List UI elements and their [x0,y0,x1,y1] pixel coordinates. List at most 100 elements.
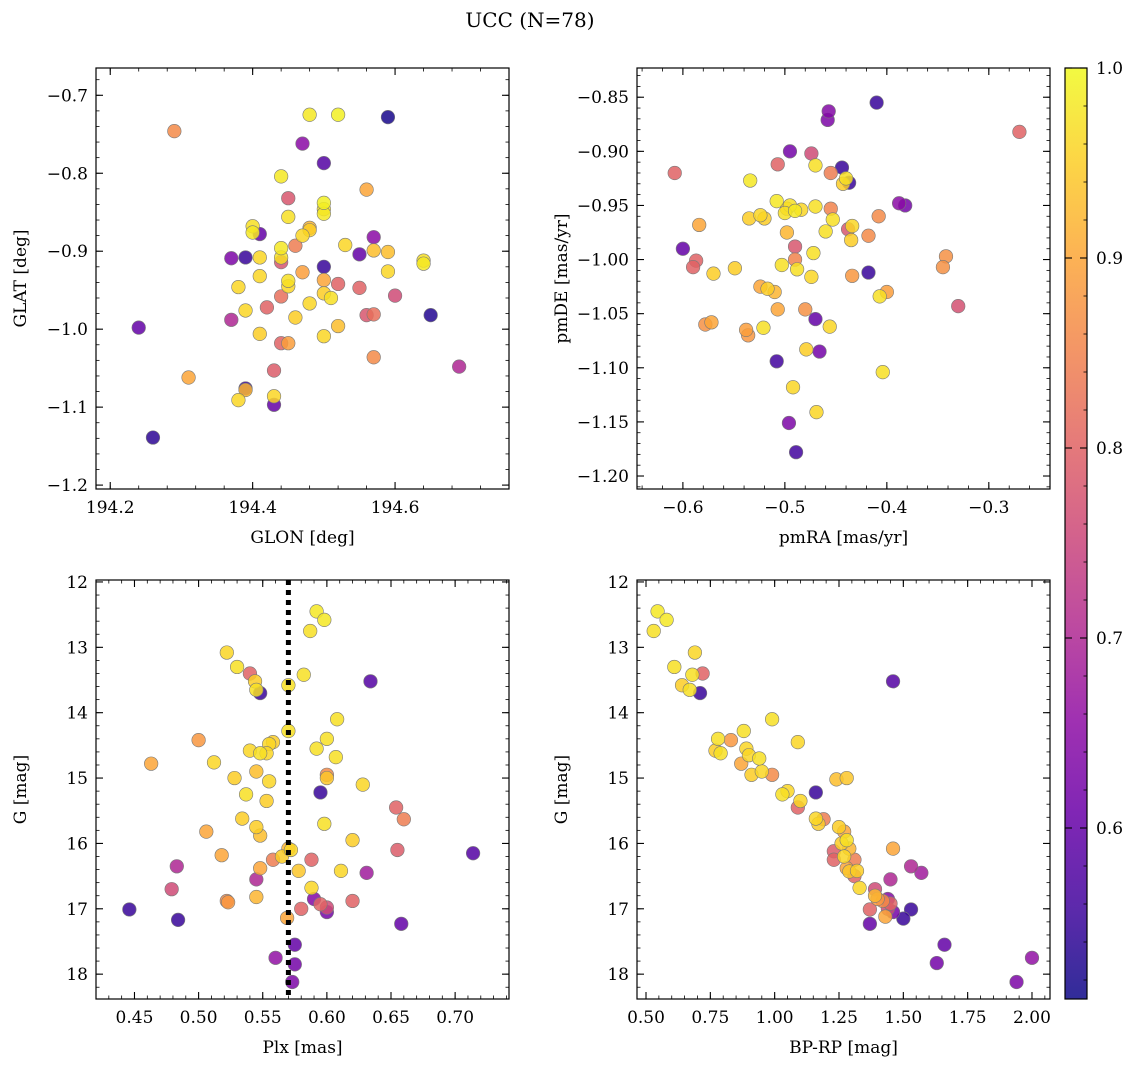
y-axis-label: G [mag] [552,755,572,824]
y-tick-label: 17 [66,900,88,920]
data-point [345,893,360,909]
data-point [235,811,250,826]
data-point [316,272,331,288]
y-tick-label: 13 [607,638,629,658]
y-tick-label: 12 [607,573,629,593]
data-point [903,902,919,917]
x-tick-label: 0.70 [436,1008,474,1028]
data-point [818,224,833,239]
panels: 194.2 194.4 194.6 −1.2 −1.1 −1.0 −0.9 −0.8 −0.7 G… [11,67,1051,1058]
x-tick-label: 194.2 [86,498,135,518]
y-tick-label: 18 [66,965,88,985]
data-point [845,268,860,283]
data-point [224,312,239,327]
data-point [323,290,339,306]
x-tick-label: 1.75 [949,1008,987,1028]
data-point [774,257,789,273]
data-point [309,741,324,756]
x-axis-label: GLON [deg] [250,528,354,548]
data-point [390,842,405,858]
data-point [281,336,296,351]
y-tick-label: −0.7 [47,86,88,106]
y-tick-label: −1.10 [577,359,629,379]
data-point [302,296,317,311]
x-tick-label: 0.60 [308,1008,346,1028]
data-point [798,302,813,317]
data-point [304,852,319,867]
panel-4: 0.50 0.75 1.00 1.25 1.50 1.75 2.00 12 13 14 15 16 17… [552,573,1051,1058]
data-point [359,865,374,880]
data-point [366,350,381,365]
y-tick-label: −0.8 [47,164,88,184]
data-point [389,800,404,815]
data-point [736,723,751,739]
data-point [238,382,253,398]
points [122,604,481,990]
data-point [452,359,467,374]
data-point [238,250,253,265]
y-tick-label: −0.95 [577,196,629,216]
data-point [839,833,854,848]
data-point [862,916,877,931]
data-point [319,770,334,786]
data-point [753,208,768,223]
y-tick-label: −1.00 [577,251,629,271]
x-tick-label: 0.75 [691,1008,729,1028]
data-point [823,165,838,181]
data-point [752,751,767,766]
data-point [330,712,345,727]
data-point [262,774,277,789]
data-point [352,247,367,262]
axes-frame [636,67,1051,490]
data-point [281,273,296,288]
colorbar-tick-label: 0.7 [1096,629,1123,649]
data-point [788,445,804,460]
data-point [808,311,823,327]
data-point [685,667,700,682]
data-point [170,912,186,928]
data-point [687,645,702,660]
data-point [274,240,289,256]
data-point [313,897,328,912]
data-point [231,393,246,408]
data-point [316,195,331,210]
data-point [710,731,726,746]
data-point [756,320,771,335]
data-point [313,785,328,800]
data-point [319,731,334,746]
data-point [231,279,246,295]
data-point [804,269,819,284]
panel-1: 194.2 194.4 194.6 −1.2 −1.1 −1.0 −0.9 −0.8 −0.7 G… [11,67,510,548]
y-axis-label: G [mag] [11,755,31,824]
data-point [259,793,274,809]
data-point [266,389,282,404]
data-point [896,911,911,926]
data-point [914,865,929,880]
x-tick-label: 0.50 [627,1008,665,1028]
y-tick-label: 14 [66,704,88,724]
y-tick-label: 14 [607,704,629,724]
data-point [423,308,438,323]
data-point [785,380,801,395]
y-tick-label: −1.1 [47,398,88,418]
data-point [296,667,311,682]
data-point [331,276,346,292]
y-axis-label: pmDE [mas/yr] [552,213,572,343]
axes-frame [636,579,1051,1000]
y-tick-label: −0.90 [577,142,629,162]
data-point [869,95,884,110]
data-point [274,169,289,184]
data-point [812,344,827,359]
x-tick-label: 0.45 [116,1008,154,1028]
y-tick-label: 18 [607,965,629,985]
data-point [317,612,332,627]
y-tick-label: −1.20 [577,467,629,487]
data-point [144,756,159,771]
colorbar-tick-label: 0.9 [1096,249,1123,269]
data-point [713,746,728,761]
data-point [295,136,310,151]
data-point [891,196,907,211]
data-point [238,787,254,802]
data-point [852,880,867,895]
x-tick-label: 0.65 [372,1008,410,1028]
